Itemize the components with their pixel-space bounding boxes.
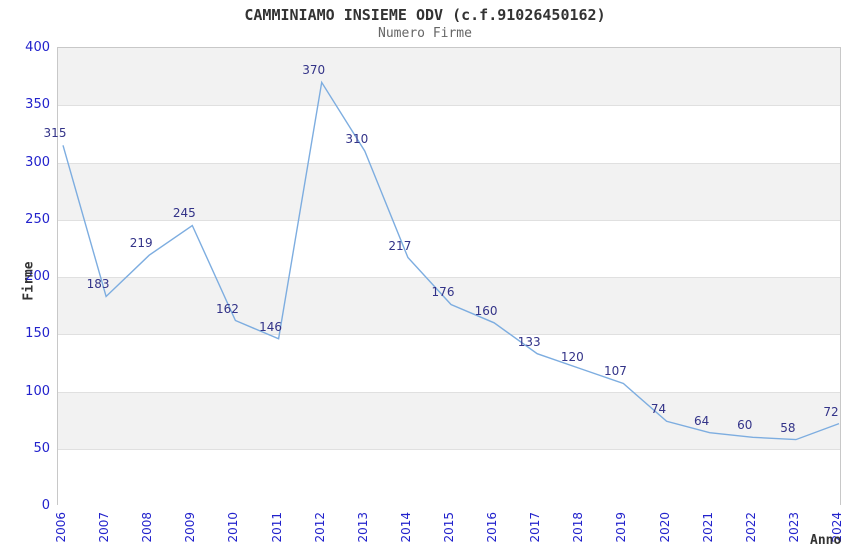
plot-band <box>58 162 840 220</box>
y-tick-label: 200 <box>25 269 50 284</box>
data-point-label: 176 <box>431 285 455 300</box>
x-tick-label: 2017 <box>528 512 543 543</box>
y-tick-label: 150 <box>25 326 50 342</box>
plot-band <box>58 277 840 335</box>
series-line <box>62 80 840 441</box>
x-axis-title: Anno <box>810 533 842 548</box>
data-point-label: 146 <box>259 319 282 334</box>
gridline <box>58 219 840 221</box>
x-tick-label: 2010 <box>226 512 241 543</box>
plot-band <box>58 48 840 106</box>
data-point-label: 64 <box>694 413 710 428</box>
data-point-label: 310 <box>345 132 369 147</box>
plot-band <box>58 219 840 277</box>
plot-area <box>57 47 841 506</box>
y-axis-title: Firme <box>21 261 37 301</box>
y-tick-label: 300 <box>25 154 50 170</box>
x-tick-label: 2023 <box>786 512 801 543</box>
data-point-label: 315 <box>43 126 67 141</box>
data-point-label: 72 <box>823 404 839 419</box>
data-point-label: 107 <box>603 364 627 379</box>
x-tick-label: 2020 <box>657 512 672 543</box>
plot-band <box>58 105 840 163</box>
x-tick-label: 2009 <box>183 512 198 543</box>
y-tick-label: 400 <box>25 40 50 55</box>
data-point-label: 120 <box>560 349 584 364</box>
chart-title: CAMMINIAMO INSIEME ODV (c.f.91026450162) <box>244 6 606 24</box>
x-tick-label: 2006 <box>54 512 68 543</box>
data-point-label: 133 <box>517 334 541 349</box>
gridline <box>58 448 840 450</box>
x-tick-label: 2013 <box>355 512 370 543</box>
data-point-label: 183 <box>86 277 110 292</box>
chart-subtitle: Numero Firme <box>378 26 472 41</box>
gridline <box>58 391 840 393</box>
plot-band <box>58 448 840 506</box>
x-tick-label: 2019 <box>614 512 629 543</box>
gridline <box>58 334 840 336</box>
x-tick-label: 2011 <box>269 512 284 543</box>
gridline <box>58 105 840 107</box>
y-tick-label: 100 <box>25 383 50 399</box>
data-point-label: 217 <box>388 238 412 253</box>
x-tick-label: 2007 <box>97 512 112 543</box>
plot-band <box>58 334 840 392</box>
gridline <box>58 162 840 164</box>
x-tick-label: 2008 <box>140 512 155 543</box>
y-tick-label: 0 <box>41 498 50 513</box>
data-point-label: 160 <box>474 303 498 318</box>
plot-band <box>58 391 840 449</box>
y-tick-label: 50 <box>33 440 50 456</box>
data-point-label: 245 <box>172 206 196 221</box>
x-tick-label: 2021 <box>700 512 715 543</box>
x-tick-label: 2012 <box>312 512 327 543</box>
x-tick-label: 2014 <box>398 512 413 543</box>
data-line-svg <box>62 80 840 441</box>
x-tick-label: 2015 <box>442 512 456 543</box>
data-point-label: 58 <box>780 420 796 435</box>
x-tick-label: 2022 <box>743 512 758 543</box>
data-point-label: 74 <box>650 402 667 417</box>
y-tick-label: 250 <box>25 211 50 227</box>
x-tick-label: 2016 <box>485 512 500 543</box>
data-point-label: 60 <box>737 418 753 433</box>
data-point-label: 370 <box>302 63 326 78</box>
x-tick-label: 2018 <box>571 512 586 543</box>
data-point-label: 162 <box>215 301 239 316</box>
gridline <box>58 277 840 278</box>
y-tick-label: 350 <box>25 97 50 113</box>
data-point-label: 219 <box>129 236 153 251</box>
